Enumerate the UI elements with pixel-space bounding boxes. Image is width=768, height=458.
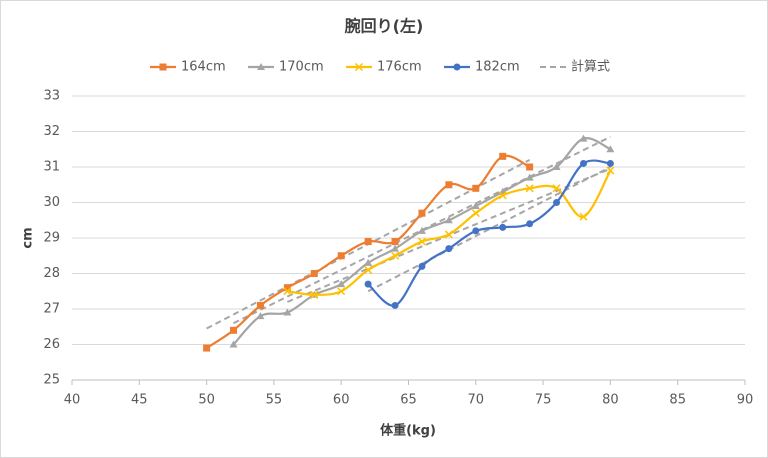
marker [310, 270, 318, 277]
marker [256, 301, 264, 309]
marker [310, 290, 319, 299]
marker [230, 326, 238, 334]
marker [391, 244, 400, 252]
marker [364, 280, 372, 288]
x-tick-label: 70 [468, 393, 485, 408]
y-tick-label: 25 [43, 373, 60, 388]
legend-label: 164cm [181, 60, 226, 75]
y-tick-label: 28 [43, 266, 60, 281]
marker [472, 227, 480, 235]
legend-label: 182cm [475, 60, 520, 75]
x-tick-label: 90 [737, 393, 754, 408]
marker [229, 340, 238, 348]
marker [159, 63, 167, 71]
marker [579, 134, 588, 142]
marker [471, 209, 480, 218]
marker [283, 287, 292, 296]
legend-label: 170cm [279, 60, 324, 75]
marker [499, 223, 507, 231]
marker [283, 284, 291, 292]
marker [553, 199, 561, 206]
marker [391, 251, 400, 260]
marker [471, 202, 480, 210]
marker [203, 344, 211, 352]
y-tick-label: 31 [43, 160, 60, 175]
legend-label: 計算式 [571, 59, 610, 75]
marker [526, 220, 534, 228]
x-tick-label: 80 [602, 393, 619, 408]
y-tick-label: 29 [43, 231, 60, 246]
x-tick-label: 40 [64, 393, 81, 408]
marker [391, 238, 399, 246]
y-tick-label: 26 [43, 337, 60, 352]
x-tick-label: 60 [333, 393, 350, 408]
marker [417, 226, 426, 234]
marker [445, 245, 453, 253]
marker [579, 159, 587, 167]
marker [337, 252, 345, 260]
marker [552, 184, 561, 193]
marker [364, 238, 372, 246]
x-tick-label: 55 [266, 393, 283, 408]
marker [499, 152, 507, 160]
marker [364, 258, 373, 266]
marker [354, 62, 364, 72]
marker [525, 173, 534, 181]
x-tick-label: 85 [669, 393, 686, 408]
chart-title: 腕回り(左) [345, 17, 424, 36]
marker [391, 301, 399, 309]
marker [283, 308, 292, 316]
marker [444, 216, 453, 224]
x-tick-label: 65 [400, 393, 417, 408]
marker [606, 145, 615, 153]
marker [418, 262, 426, 270]
x-tick-label: 75 [535, 393, 552, 408]
marker [337, 287, 346, 296]
marker [364, 265, 373, 274]
marker [418, 209, 426, 217]
marker [472, 184, 480, 192]
marker [257, 63, 265, 70]
series-line [367, 159, 611, 307]
y-tick-label: 33 [43, 89, 60, 104]
marker [526, 163, 534, 171]
y-tick-label: 32 [43, 124, 60, 139]
y-tick-label: 27 [43, 302, 60, 317]
marker [552, 163, 561, 170]
x-axis-title: 体重(kg) [380, 423, 436, 439]
marker [579, 212, 588, 221]
x-tick-label: 50 [198, 393, 215, 408]
marker [453, 63, 461, 71]
trendline [367, 166, 611, 293]
marker [498, 191, 507, 200]
marker [417, 237, 426, 246]
marker [606, 159, 614, 167]
marker [444, 230, 453, 239]
marker [606, 166, 615, 175]
marker [445, 181, 453, 189]
marker [256, 312, 265, 320]
legend-label: 176cm [377, 60, 422, 75]
y-tick-label: 30 [43, 195, 60, 210]
y-axis-title: cm [21, 227, 36, 248]
marker [337, 280, 346, 288]
marker [525, 184, 534, 193]
x-tick-label: 45 [131, 393, 148, 408]
